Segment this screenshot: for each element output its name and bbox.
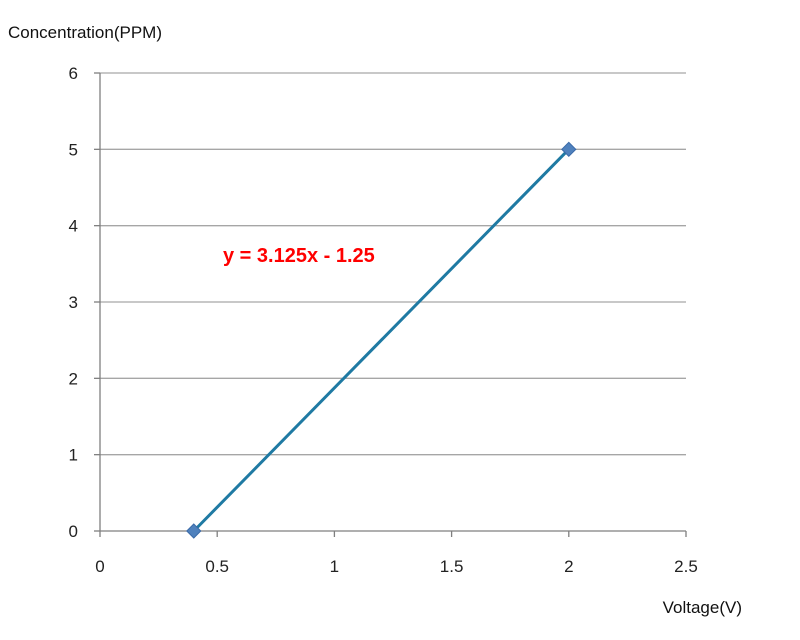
data-point [561, 141, 577, 158]
y-axis-title: Concentration(PPM) [8, 23, 162, 42]
y-tick-label: 0 [69, 522, 78, 541]
x-tick-label: 2.5 [674, 557, 698, 576]
y-tick-labels: 0 1 2 3 4 5 6 [69, 64, 78, 541]
x-axis-title: Voltage(V) [663, 598, 742, 617]
y-tick-label: 3 [69, 293, 78, 312]
x-tick-labels: 0 0.5 1 1.5 2 2.5 [95, 557, 698, 576]
y-tick-label: 5 [69, 140, 78, 159]
series [186, 141, 577, 539]
axes [99, 73, 687, 537]
trendline-equation: y = 3.125x - 1.25 [223, 245, 375, 267]
x-tick-label: 0 [95, 557, 104, 576]
x-tick-label: 1 [330, 557, 339, 576]
x-tick-label: 1.5 [440, 557, 464, 576]
x-tick-label: 2 [564, 557, 573, 576]
x-tick-label: 0.5 [205, 557, 229, 576]
y-tick-label: 2 [69, 369, 78, 388]
data-point [186, 523, 202, 539]
y-tick-label: 1 [69, 446, 78, 465]
y-tick-label: 6 [69, 64, 78, 83]
y-tick-label: 4 [69, 217, 78, 236]
series-line [192, 148, 570, 533]
grid-lines [94, 72, 686, 532]
